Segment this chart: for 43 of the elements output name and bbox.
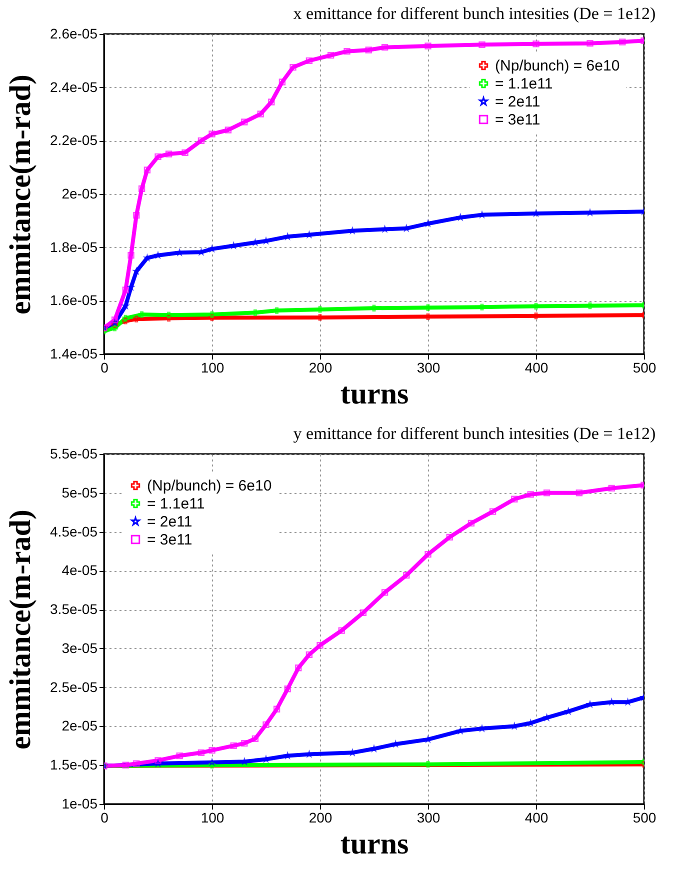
y-axis-title: emmitance(m-rad) (4, 510, 38, 750)
x-tick-label: 100 (200, 360, 224, 376)
legend-label: = 2e11 (147, 514, 192, 530)
y-tick-label: 2e-05 (62, 718, 98, 734)
x-tick-label: 500 (632, 810, 656, 826)
y-tick-label: 1.6e-05 (50, 292, 98, 308)
y-tick-label: 2.4e-05 (50, 78, 98, 95)
legend-label: = 3e11 (495, 112, 540, 128)
y-tick-label: 4.5e-05 (50, 523, 98, 540)
y-tick-label: 5.5e-05 (50, 446, 98, 462)
x-tick-label: 400 (524, 810, 548, 826)
y-tick-label: 4e-05 (62, 562, 98, 578)
x-tick-label: 100 (200, 810, 224, 826)
x-tick-label: 0 (100, 360, 109, 376)
y-tick-label: 2.2e-05 (50, 132, 98, 148)
x-tick-label: 200 (308, 810, 332, 826)
y-tick-label: 2e-05 (62, 186, 98, 202)
y-tick-label: 1.8e-05 (50, 238, 98, 255)
y-tick-label: 1e-05 (62, 796, 98, 812)
legend-label: = 1.1e11 (147, 496, 205, 512)
y-tick-label: 1.5e-05 (50, 756, 98, 773)
y-tick-label: 1.4e-05 (50, 346, 98, 362)
legend-label: = 1.1e11 (495, 76, 553, 92)
y-tick-label: 5e-05 (62, 484, 98, 500)
legend-label: = 2e11 (495, 94, 540, 110)
x-axis-title: turns (340, 828, 409, 860)
y-tick-label: 3.5e-05 (50, 601, 98, 618)
chart-title: x emittance for different bunch intesities (De = 1e12) (293, 4, 656, 23)
chart-title: y emittance for different bunch intesities (De = 1e12) (293, 424, 656, 443)
x-tick-label: 400 (524, 360, 548, 376)
legend-label: (Np/bunch) = 6e10 (147, 478, 272, 494)
x-axis-title: turns (340, 378, 409, 410)
x-tick-label: 500 (632, 360, 656, 376)
x-tick-label: 200 (308, 360, 332, 376)
x-tick-label: 300 (416, 360, 440, 376)
y-tick-label: 2.5e-05 (50, 678, 98, 695)
x-tick-label: 300 (416, 810, 440, 826)
x-tick-label: 0 (100, 810, 109, 826)
y-tick-label: 3e-05 (62, 640, 98, 656)
legend-label: (Np/bunch) = 6e10 (495, 58, 620, 74)
y-axis-title: emmitance(m-rad) (4, 74, 38, 314)
legend-label: = 3e11 (147, 532, 192, 548)
y-tick-label: 2.6e-05 (50, 26, 98, 42)
